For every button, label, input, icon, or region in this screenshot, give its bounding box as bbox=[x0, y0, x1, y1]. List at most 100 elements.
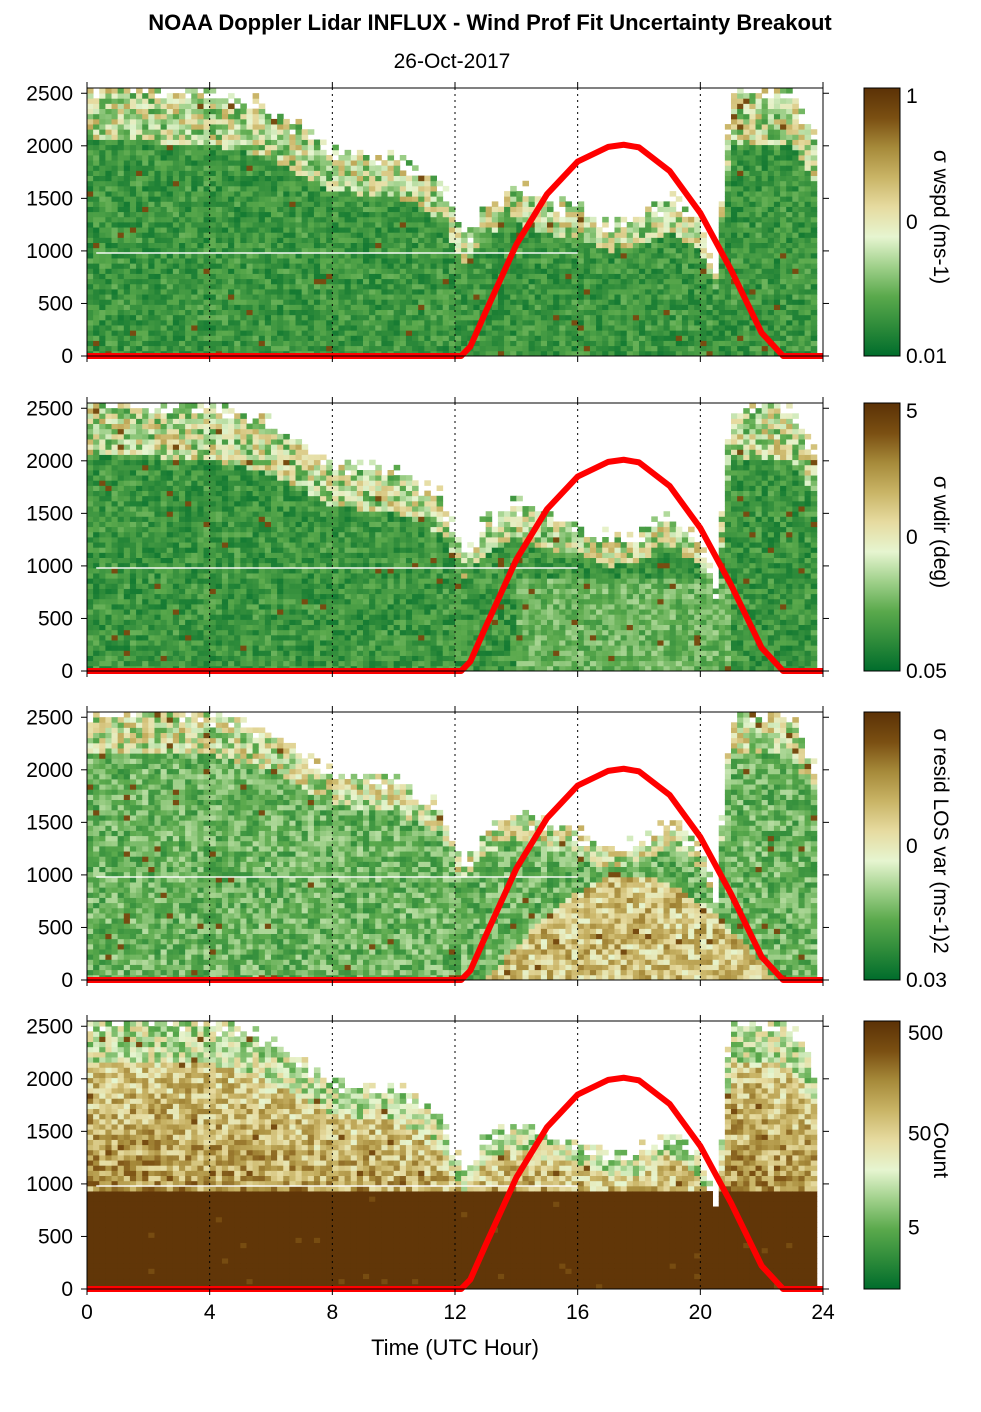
heatmap-cell bbox=[792, 191, 799, 197]
heatmap-cell bbox=[596, 278, 603, 285]
heatmap-cell bbox=[326, 294, 333, 300]
heatmap-cell bbox=[363, 175, 370, 182]
heatmap-cell bbox=[767, 345, 775, 352]
heatmap-cell bbox=[179, 242, 186, 249]
heatmap-cell bbox=[663, 258, 671, 264]
heatmap-cell bbox=[749, 165, 756, 171]
heatmap-cell bbox=[700, 345, 707, 352]
heatmap-cell bbox=[136, 191, 143, 197]
heatmap-cell bbox=[166, 319, 174, 326]
heatmap-cell bbox=[718, 289, 726, 295]
heatmap-cell bbox=[87, 304, 94, 311]
heatmap-cell bbox=[547, 299, 554, 305]
heatmap-cell bbox=[589, 289, 597, 295]
heatmap-cell bbox=[87, 289, 94, 295]
heatmap-cell bbox=[105, 160, 112, 166]
heatmap-cell bbox=[369, 314, 376, 321]
heatmap-cell bbox=[405, 283, 413, 290]
heatmap-cell bbox=[773, 330, 781, 336]
heatmap-cell bbox=[491, 252, 499, 259]
heatmap-cell bbox=[203, 196, 211, 202]
heatmap-cell bbox=[547, 247, 554, 254]
heatmap-cell bbox=[344, 340, 352, 347]
heatmap-cell bbox=[344, 216, 352, 223]
heatmap-cell bbox=[234, 211, 241, 218]
heatmap-cell bbox=[381, 252, 388, 259]
heatmap-cell bbox=[87, 619, 94, 626]
heatmap-cell bbox=[123, 335, 131, 341]
heatmap-cell bbox=[99, 444, 106, 450]
heatmap-cell bbox=[105, 289, 112, 295]
heatmap-cell bbox=[516, 247, 523, 254]
heatmap-cell bbox=[172, 129, 180, 135]
colorbar-tick-label: 0 bbox=[906, 211, 918, 234]
heatmap-cell bbox=[651, 263, 658, 269]
heatmap-cell bbox=[228, 124, 235, 130]
heatmap-cell bbox=[639, 319, 646, 326]
heatmap-cell bbox=[209, 108, 217, 115]
heatmap-cell bbox=[761, 160, 769, 166]
heatmap-cell bbox=[332, 283, 339, 290]
heatmap-cell bbox=[534, 258, 542, 264]
heatmap-cell bbox=[338, 278, 345, 285]
heatmap-cell bbox=[99, 439, 106, 445]
heatmap-cell bbox=[798, 129, 805, 135]
heatmap-cell bbox=[277, 335, 284, 341]
heatmap-cell bbox=[645, 216, 652, 223]
heatmap-cell bbox=[258, 113, 266, 120]
heatmap-cell bbox=[93, 278, 100, 285]
heatmap-cell bbox=[87, 247, 94, 254]
heatmap-cell bbox=[221, 160, 229, 166]
heatmap-cell bbox=[485, 319, 493, 326]
heatmap-cell bbox=[565, 314, 572, 321]
heatmap-cell bbox=[99, 500, 106, 507]
heatmap-cell bbox=[731, 185, 738, 192]
heatmap-cell bbox=[301, 191, 309, 197]
heatmap-cell bbox=[773, 263, 781, 269]
heatmap-cell bbox=[363, 216, 370, 223]
heatmap-cell bbox=[412, 206, 419, 213]
heatmap-cell bbox=[209, 211, 217, 218]
heatmap-cell bbox=[393, 160, 401, 166]
heatmap-cell bbox=[203, 211, 211, 218]
heatmap-cell bbox=[142, 170, 149, 177]
heatmap-cell bbox=[485, 252, 493, 259]
heatmap-cell bbox=[657, 350, 664, 357]
heatmap-cell bbox=[485, 278, 493, 285]
heatmap-cell bbox=[295, 180, 303, 187]
heatmap-cell bbox=[810, 160, 818, 166]
heatmap-cell bbox=[277, 180, 284, 187]
heatmap-cell bbox=[798, 258, 805, 264]
heatmap-cell bbox=[221, 216, 229, 223]
heatmap-cell bbox=[737, 278, 744, 285]
heatmap-cell bbox=[399, 196, 407, 202]
heatmap-cell bbox=[418, 211, 425, 218]
heatmap-cell bbox=[792, 299, 799, 305]
heatmap-cell bbox=[99, 634, 106, 641]
heatmap-cell bbox=[418, 216, 425, 223]
heatmap-cell bbox=[129, 149, 137, 156]
heatmap-cell bbox=[87, 634, 94, 641]
heatmap-cell bbox=[271, 124, 278, 130]
heatmap-cell bbox=[215, 149, 223, 156]
heatmap-cell bbox=[626, 330, 634, 336]
heatmap-cell bbox=[154, 242, 161, 249]
heatmap-cell bbox=[240, 216, 247, 223]
heatmap-cell bbox=[737, 201, 744, 207]
heatmap-cell bbox=[283, 118, 290, 125]
heatmap-cell bbox=[773, 170, 781, 177]
heatmap-cell bbox=[363, 319, 370, 326]
heatmap-cell bbox=[381, 273, 388, 280]
heatmap-cell bbox=[553, 299, 560, 305]
heatmap-cell bbox=[160, 118, 168, 125]
heatmap-cell bbox=[191, 108, 198, 115]
heatmap-cell bbox=[117, 340, 125, 347]
heatmap-cell bbox=[197, 345, 204, 352]
heatmap-cell bbox=[117, 634, 125, 641]
heatmap-cell bbox=[485, 273, 493, 280]
heatmap-cell bbox=[93, 526, 100, 533]
heatmap-cell bbox=[540, 319, 548, 326]
heatmap-cell bbox=[313, 325, 321, 331]
heatmap-cell bbox=[117, 537, 125, 543]
heatmap-cell bbox=[786, 237, 793, 244]
